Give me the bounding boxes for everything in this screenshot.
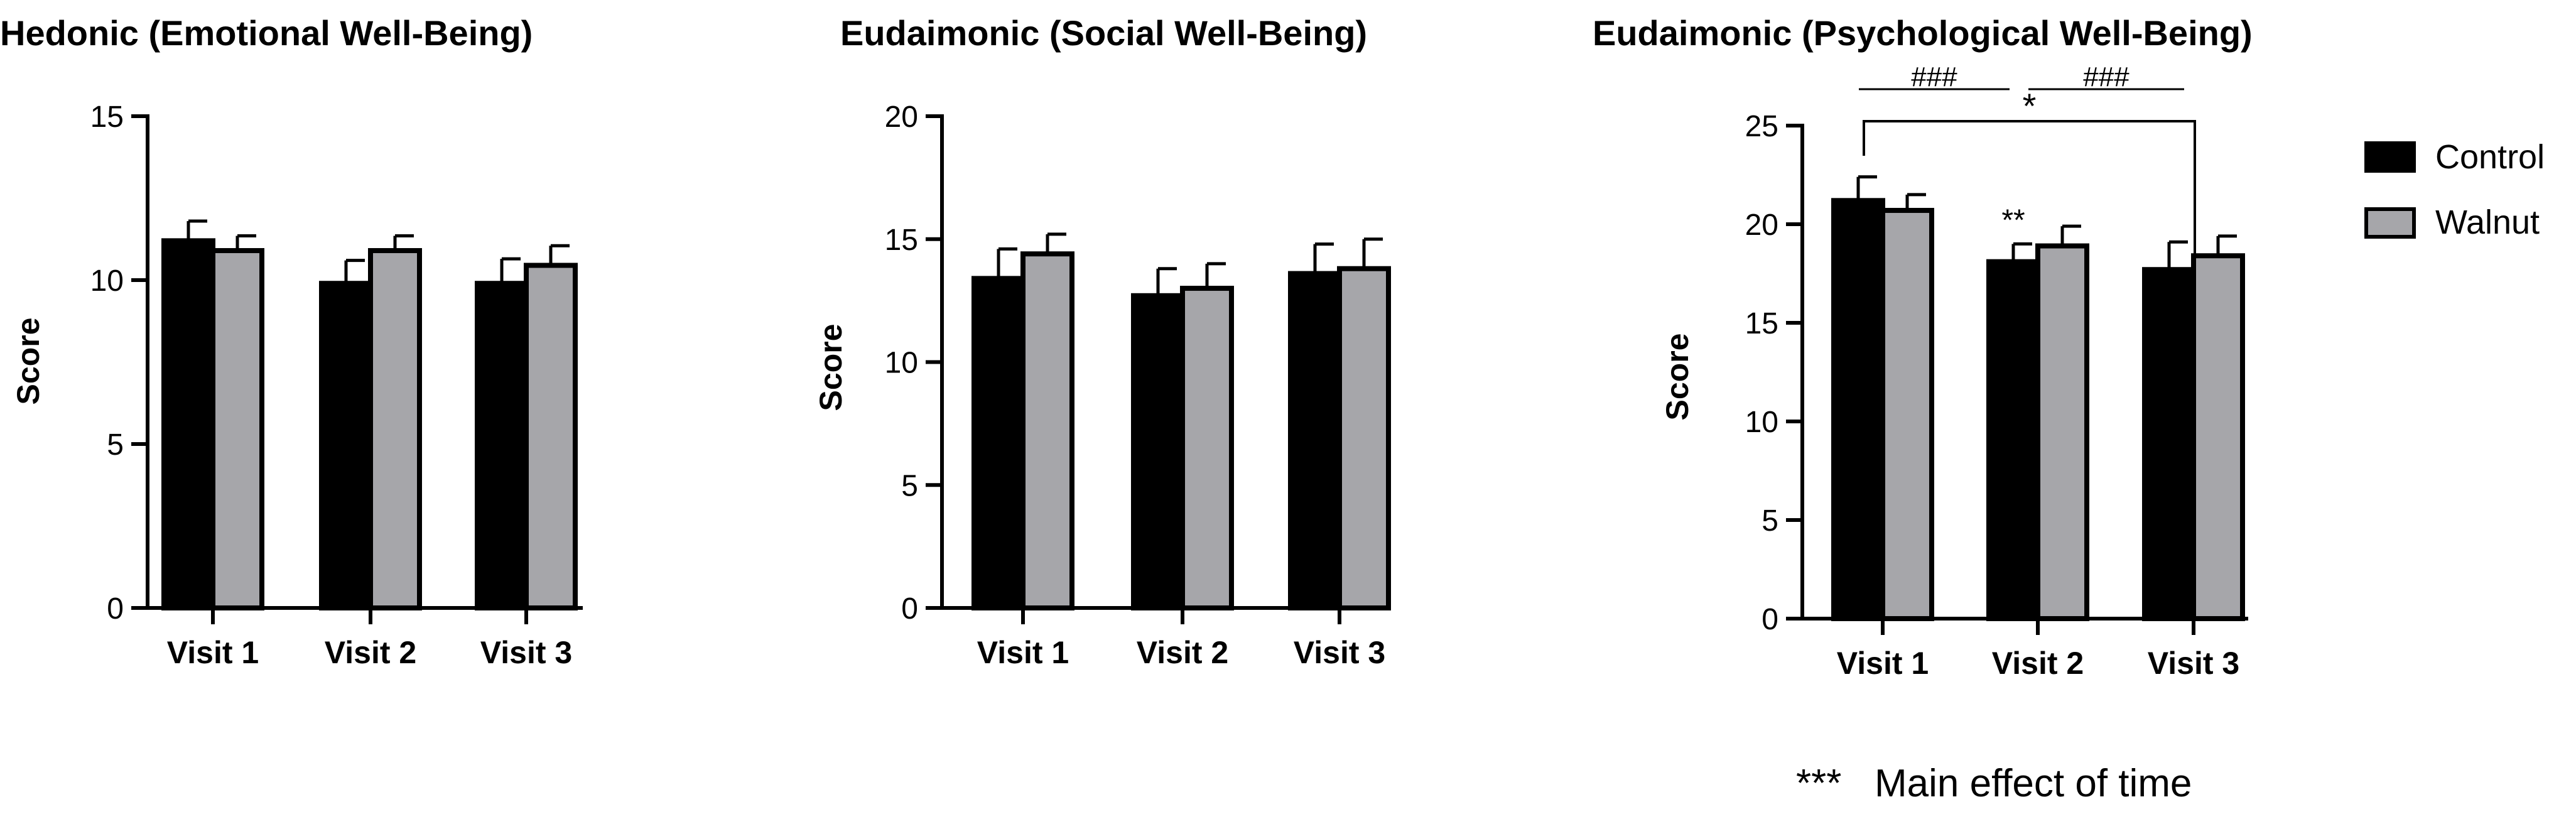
bar-control: [1831, 198, 1885, 621]
legend-label-control: Control: [2435, 138, 2545, 176]
y-tick-label: 5: [901, 469, 918, 502]
plot-area: 0 5 10 15 20 Visit 1 Visit 2 Visit 3: [885, 100, 1391, 670]
legend-swatch-walnut: [2364, 207, 2416, 239]
significance-label: ###: [2083, 62, 2130, 92]
legend-label-walnut: Walnut: [2435, 203, 2540, 241]
y-tick-label: 0: [107, 592, 124, 626]
significance-label: ###: [1911, 62, 1957, 92]
y-tick-label: 0: [1762, 603, 1778, 636]
bar-control: [971, 276, 1026, 610]
bar-walnut: [2191, 253, 2245, 621]
bar-control: [1986, 259, 2040, 622]
bar-walnut: [210, 248, 264, 610]
plot-area: 0 5 10 15 Visit 1 Visit 2 Visit 3: [90, 100, 583, 670]
footnote: *** Main effect of time: [1796, 762, 2192, 805]
bar-control: [2142, 267, 2196, 622]
chart-title: Eudaimonic (Social Well-Being): [840, 13, 1367, 53]
chart-title: Eudaimonic (Psychological Well-Being): [1593, 13, 2253, 53]
footnote-text: Main effect of time: [1875, 762, 2192, 805]
bar-control: [1131, 293, 1185, 610]
footnote-symbol: ***: [1796, 762, 1841, 805]
significance-label: **: [2001, 203, 2025, 237]
y-tick-label: 10: [885, 347, 918, 380]
y-tick-label: 15: [90, 100, 124, 134]
x-tick-label: Visit 1: [1837, 646, 1929, 681]
y-tick-label: 20: [885, 100, 918, 134]
significance-bracket: [1863, 120, 2196, 359]
x-tick-label: Visit 3: [480, 635, 572, 670]
bar-walnut: [1180, 286, 1234, 610]
bar-walnut: [1020, 251, 1074, 610]
legend-swatch-control: [2364, 141, 2416, 173]
bar-control: [1288, 271, 1342, 610]
x-tick-label: Visit 3: [2148, 646, 2239, 681]
y-tick-label: 15: [885, 224, 918, 257]
legend: Control Walnut: [2364, 138, 2545, 241]
x-tick-label: Visit 1: [977, 635, 1069, 670]
panel-psychological: Eudaimonic (Psychological Well-Being) Sc…: [1593, 13, 2253, 681]
x-tick-label: Visit 3: [1294, 635, 1385, 670]
y-tick-label: 25: [1745, 110, 1778, 143]
y-tick-label: 10: [90, 264, 124, 298]
bar-walnut: [368, 248, 422, 610]
x-tick-label: Visit 2: [1992, 646, 2084, 681]
y-axis-label: Score: [1660, 333, 1695, 421]
bar-walnut: [1880, 208, 1934, 621]
y-tick-label: 0: [901, 592, 918, 626]
chart-title: Hedonic (Emotional Well-Being): [0, 13, 533, 53]
y-tick-label: 5: [1762, 504, 1778, 538]
y-axis-label: Score: [11, 318, 46, 405]
bar-control: [319, 281, 373, 611]
y-axis-label: Score: [813, 324, 848, 411]
panel-social: Eudaimonic (Social Well-Being) Score 0 5 1…: [813, 13, 1391, 670]
y-tick-label: 15: [1745, 307, 1778, 340]
bar-walnut: [2035, 243, 2089, 622]
x-tick-label: Visit 2: [325, 635, 416, 670]
bar-walnut: [1337, 266, 1391, 611]
significance-label: *: [2023, 86, 2037, 126]
bar-control: [475, 281, 529, 611]
bar-control: [161, 238, 215, 610]
y-tick-label: 10: [1745, 406, 1778, 439]
x-tick-label: Visit 2: [1137, 635, 1228, 670]
x-tick-label: Visit 1: [167, 635, 259, 670]
bar-walnut: [524, 263, 578, 610]
y-tick-label: 5: [107, 428, 124, 462]
panel-hedonic: Hedonic (Emotional Well-Being) Score 0 5 1…: [0, 13, 583, 670]
y-tick-label: 20: [1745, 209, 1778, 242]
